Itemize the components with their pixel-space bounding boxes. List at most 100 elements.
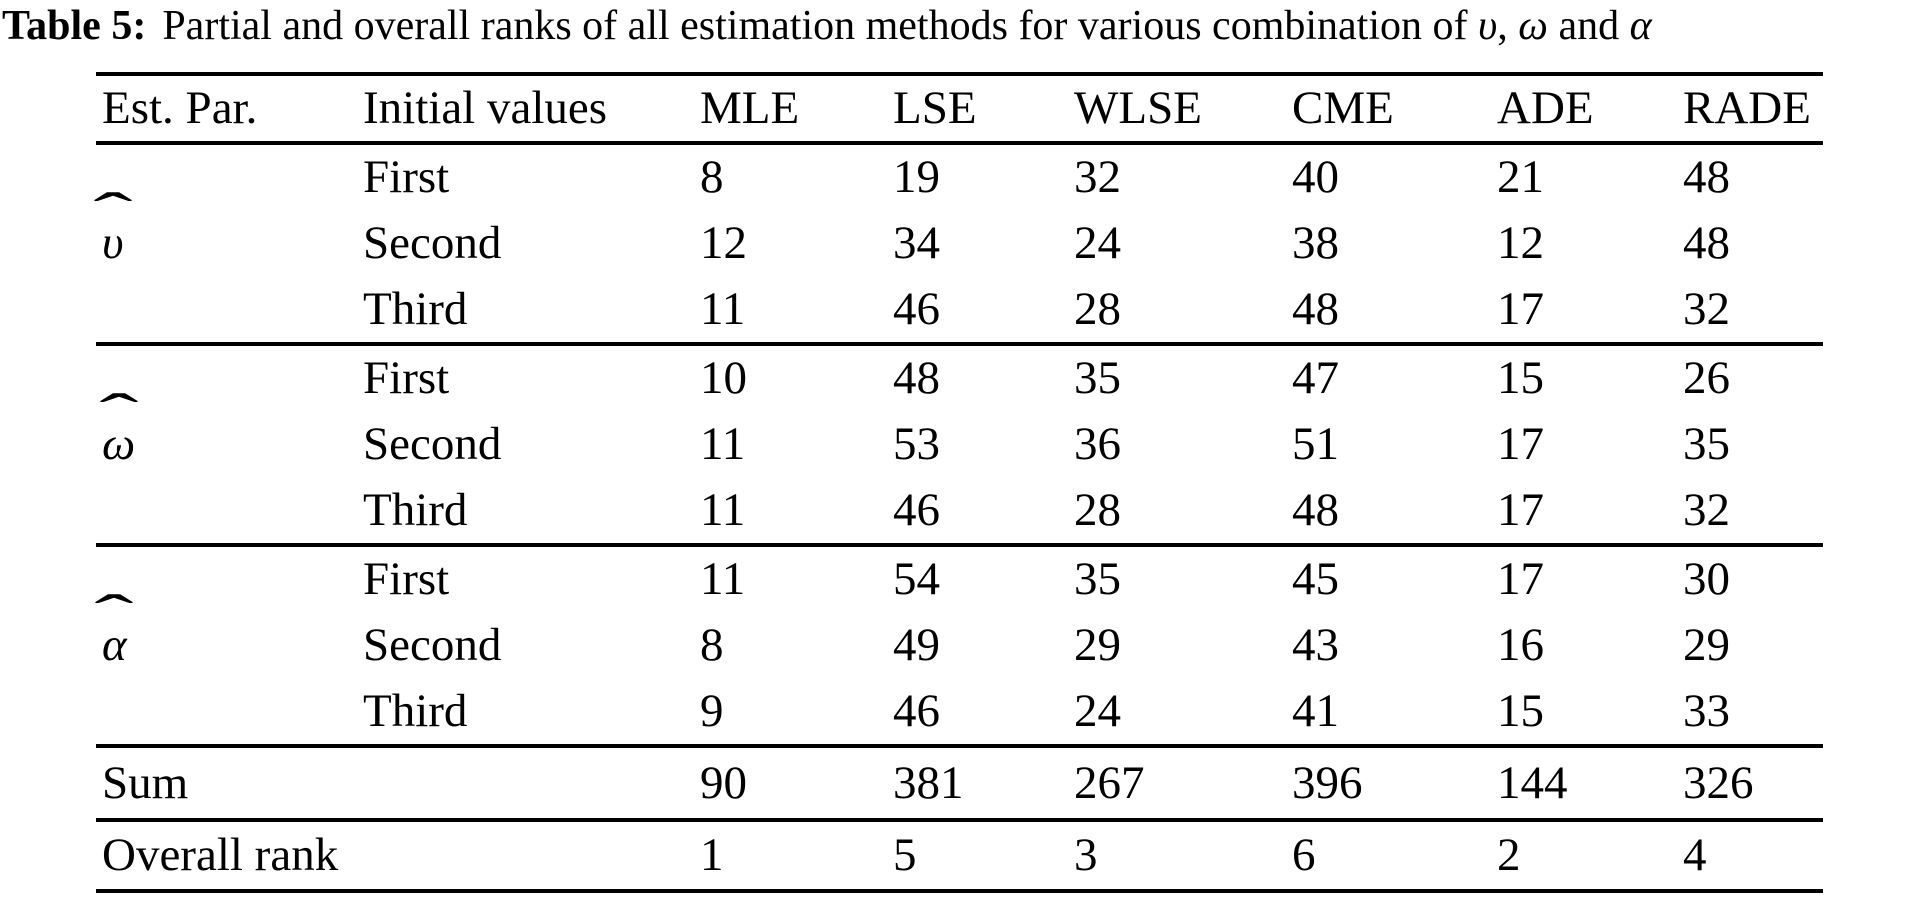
rank-cell: 8 xyxy=(700,151,724,203)
overall-rank-cell: 4 xyxy=(1683,829,1707,881)
rank-cell: 29 xyxy=(1683,619,1730,671)
rank-cell: 41 xyxy=(1292,685,1339,737)
rank-cell: 32 xyxy=(1683,484,1730,536)
rank-cell: 9 xyxy=(700,685,724,737)
rank-cell: 49 xyxy=(893,619,940,671)
caption-separator: and xyxy=(1547,3,1630,49)
initial-label: Third xyxy=(363,283,468,335)
initial-label: Third xyxy=(363,685,468,737)
initial-label: First xyxy=(363,151,450,203)
rank-cell: 28 xyxy=(1074,283,1121,335)
rank-cell: 35 xyxy=(1683,418,1730,470)
initial-label: First xyxy=(363,553,450,605)
rank-cell: 21 xyxy=(1497,151,1544,203)
column-header-est-par: Est. Par. xyxy=(102,82,258,134)
rank-cell: 46 xyxy=(893,283,940,335)
table-row: Third 11 46 28 48 17 32 xyxy=(96,478,1823,545)
rank-cell: 26 xyxy=(1683,352,1730,404)
rank-cell: 48 xyxy=(1683,151,1730,203)
param-letter: υ xyxy=(102,217,124,269)
rank-cell: 46 xyxy=(893,685,940,737)
sum-cell: 267 xyxy=(1074,756,1145,809)
table-row: Second 8 49 29 43 16 29 xyxy=(96,612,1823,679)
column-header-initial-values: Initial values xyxy=(363,82,608,134)
rank-cell: 32 xyxy=(1683,283,1730,335)
rank-cell: 15 xyxy=(1497,685,1544,737)
caption-separator: , xyxy=(1497,3,1519,49)
rank-cell: 17 xyxy=(1497,283,1544,335)
table-row: Second 12 34 24 38 12 48 xyxy=(96,210,1823,277)
initial-label: First xyxy=(363,352,450,404)
initial-label: Second xyxy=(363,619,502,671)
caption-param-alpha: α xyxy=(1629,3,1652,49)
column-header-wlse: WLSE xyxy=(1074,82,1202,134)
rank-cell: 11 xyxy=(700,283,746,335)
column-header-rade: RADE xyxy=(1683,82,1811,134)
overall-rank-cell: 6 xyxy=(1292,829,1316,881)
rank-cell: 35 xyxy=(1074,553,1121,605)
overall-rank-cell: 5 xyxy=(893,829,917,881)
column-header-lse: LSE xyxy=(893,82,977,134)
column-header-mle: MLE xyxy=(700,82,800,134)
sum-cell: 144 xyxy=(1497,756,1568,809)
rank-cell: 10 xyxy=(700,352,747,404)
caption-text: Partial and overall ranks of all estimat… xyxy=(162,3,1468,49)
sum-label: Sum xyxy=(102,756,189,809)
column-header-ade: ADE xyxy=(1497,82,1594,134)
rank-cell: 47 xyxy=(1292,352,1339,404)
sum-row: Sum 90 381 267 396 144 326 xyxy=(96,746,1823,820)
caption-param-upsilon: υ xyxy=(1478,3,1498,49)
rank-cell: 33 xyxy=(1683,685,1730,737)
param-letter: ω xyxy=(102,418,136,470)
rank-cell: 53 xyxy=(893,418,940,470)
caption-label: Table 5: xyxy=(2,3,147,49)
param-letter: α xyxy=(102,619,127,671)
rank-cell: 17 xyxy=(1497,418,1544,470)
rank-cell: 35 xyxy=(1074,352,1121,404)
overall-rank-row: Overall rank 1 5 3 6 2 4 xyxy=(96,820,1823,891)
rank-cell: 15 xyxy=(1497,352,1544,404)
initial-label: Third xyxy=(363,484,468,536)
overall-rank-label: Overall rank xyxy=(102,829,339,881)
rank-cell: 48 xyxy=(1683,217,1730,269)
rank-cell: 8 xyxy=(700,619,724,671)
overall-rank-cell: 1 xyxy=(700,829,724,881)
hat-accent: ˆ xyxy=(93,181,133,246)
rank-cell: 32 xyxy=(1074,151,1121,203)
sum-cell: 381 xyxy=(893,756,964,809)
rank-cell: 34 xyxy=(893,217,940,269)
rank-cell: 16 xyxy=(1497,619,1544,671)
rank-cell: 17 xyxy=(1497,553,1544,605)
rank-cell: 11 xyxy=(700,553,746,605)
initial-label: Second xyxy=(363,217,502,269)
ranks-table: Est. Par. Initial values MLE LSE WLSE CM… xyxy=(93,72,1823,893)
rank-cell: 11 xyxy=(700,484,746,536)
rank-cell: 28 xyxy=(1074,484,1121,536)
rank-cell: 11 xyxy=(700,418,746,470)
rank-cell: 19 xyxy=(893,151,940,203)
rank-cell: 43 xyxy=(1292,619,1339,671)
rank-cell: 54 xyxy=(893,553,940,605)
header-row: Est. Par. Initial values MLE LSE WLSE CM… xyxy=(96,74,1823,143)
caption-param-omega: ω xyxy=(1518,3,1548,49)
rank-cell: 24 xyxy=(1074,217,1121,269)
sum-section: Sum 90 381 267 396 144 326 xyxy=(96,746,1823,820)
initial-label: Second xyxy=(363,418,502,470)
rank-cell: 24 xyxy=(1074,685,1121,737)
hat-accent: ˆ xyxy=(94,583,134,648)
sum-cell: 90 xyxy=(700,756,747,809)
hat-accent: ˆ xyxy=(99,382,139,447)
rank-cell: 51 xyxy=(1292,418,1339,470)
sum-cell: 326 xyxy=(1683,756,1754,809)
